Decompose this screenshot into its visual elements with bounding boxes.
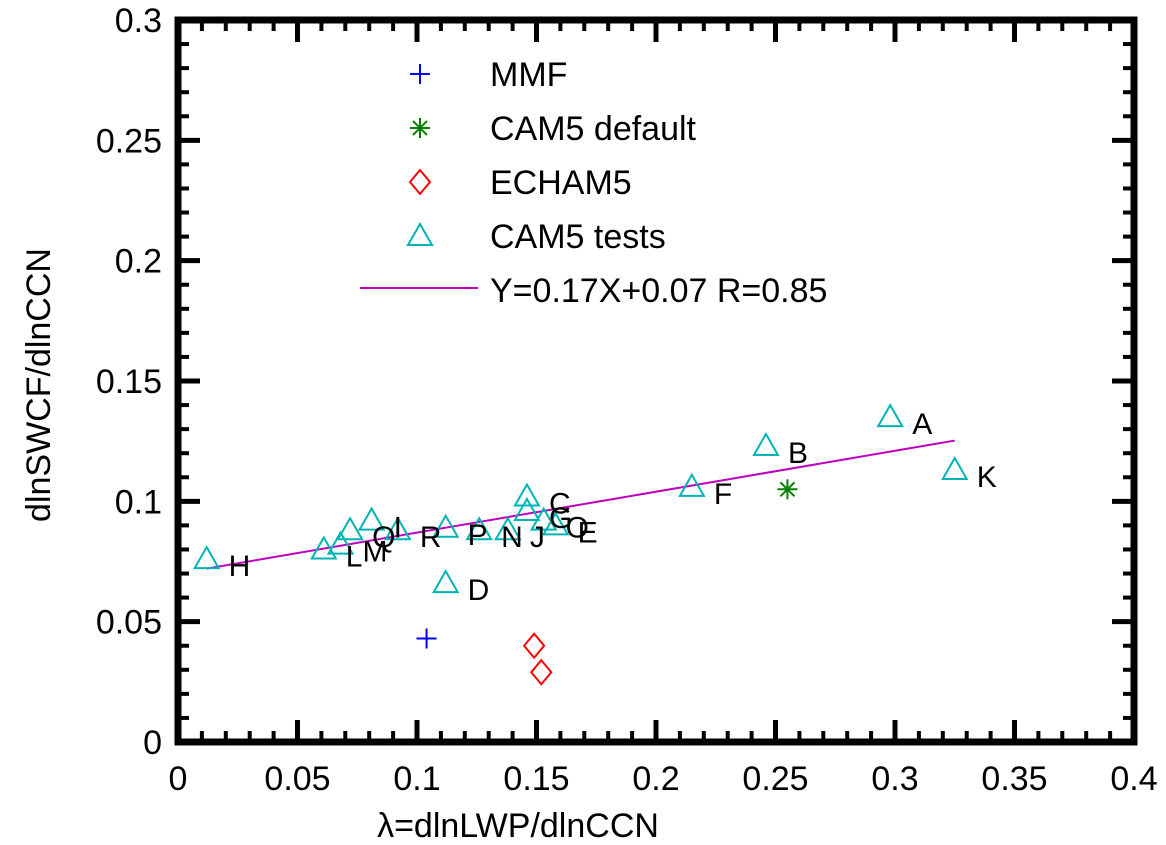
legend-entry: MMF bbox=[410, 56, 567, 94]
x-tick-label: 0.25 bbox=[742, 760, 808, 798]
legend-marker bbox=[406, 221, 434, 246]
tick-labels-layer: 0 0.05 0.1 0.15 0.2 0.25 0.3 0.35 0.4 0 0.05 0.1 0.1… bbox=[96, 2, 1158, 798]
y-tick-label: 0.25 bbox=[96, 122, 162, 160]
y-tick-label: 0 bbox=[143, 724, 162, 762]
y-tick-label: 0.15 bbox=[96, 363, 162, 401]
data-point bbox=[541, 511, 570, 536]
point-label: M bbox=[363, 536, 388, 569]
data-point bbox=[357, 506, 386, 531]
x-tick-label: 0.15 bbox=[503, 760, 569, 798]
point-labels-layer: A B C D E F G H I J K L M N O P Q R bbox=[229, 408, 997, 607]
legend-entry: ECHAM5 bbox=[408, 164, 632, 202]
data-point bbox=[529, 506, 558, 531]
point-label: B bbox=[788, 437, 808, 470]
legend: MMF CAM5 default ECHAM5 CAM5 tests Y=0.17X+0… bbox=[360, 56, 827, 310]
point-label: O bbox=[566, 512, 589, 545]
data-point bbox=[416, 628, 437, 649]
y-tick-label: 0.2 bbox=[115, 243, 162, 281]
data-point bbox=[876, 403, 904, 428]
data-point bbox=[678, 472, 706, 497]
legend-label: Y=0.17X+0.07 R=0.85 bbox=[490, 272, 827, 310]
data-point bbox=[192, 545, 221, 570]
data-point bbox=[384, 516, 412, 541]
point-label: P bbox=[468, 519, 488, 552]
data-point bbox=[529, 658, 553, 686]
point-label: H bbox=[229, 550, 251, 583]
legend-label: CAM5 default bbox=[490, 110, 697, 148]
fit-line bbox=[206, 439, 955, 570]
y-tick-label: 0.05 bbox=[96, 604, 162, 642]
x-tick-label: 0.2 bbox=[632, 760, 679, 798]
y-axis-title: dlnSWCF/dlnCCN bbox=[20, 248, 58, 522]
data-point bbox=[777, 479, 798, 500]
x-tick-label: 0.1 bbox=[393, 760, 440, 798]
data-point bbox=[431, 569, 460, 594]
data-point bbox=[494, 516, 522, 541]
point-label: K bbox=[977, 461, 997, 494]
ticks-layer bbox=[175, 17, 1137, 745]
legend-marker bbox=[408, 168, 432, 196]
point-label: Q bbox=[372, 521, 395, 554]
point-label: D bbox=[468, 574, 490, 607]
legend-label: CAM5 tests bbox=[490, 218, 666, 256]
legend-label: MMF bbox=[490, 56, 567, 94]
legend-marker bbox=[410, 118, 430, 138]
y-tick-label: 0.3 bbox=[115, 2, 162, 40]
data-point bbox=[431, 513, 460, 538]
data-point bbox=[522, 632, 546, 660]
data-point bbox=[513, 482, 541, 507]
legend-entry: CAM5 default bbox=[410, 110, 697, 148]
legend-entry: Y=0.17X+0.07 R=0.85 bbox=[360, 272, 827, 310]
y-tick-label: 0.1 bbox=[115, 483, 162, 521]
data-point bbox=[336, 516, 364, 541]
legend-label: ECHAM5 bbox=[490, 164, 632, 202]
data-point bbox=[310, 535, 338, 560]
point-label: N bbox=[501, 521, 523, 554]
point-label: F bbox=[714, 478, 732, 511]
point-label: G bbox=[549, 502, 572, 535]
point-label: R bbox=[420, 521, 442, 554]
x-tick-label: 0.4 bbox=[1110, 760, 1157, 798]
data-point bbox=[513, 496, 541, 521]
points-layer bbox=[192, 403, 969, 686]
point-label: I bbox=[394, 512, 402, 545]
data-point bbox=[326, 530, 355, 555]
data-point bbox=[752, 431, 780, 456]
fit-line-layer bbox=[206, 439, 955, 570]
point-label: A bbox=[912, 408, 932, 441]
x-axis-title: λ=dlnLWP/dlnCCN bbox=[377, 807, 659, 845]
x-tick-label: 0.3 bbox=[871, 760, 918, 798]
data-point bbox=[465, 516, 493, 541]
point-label: J bbox=[530, 521, 545, 554]
x-tick-label: 0 bbox=[169, 760, 188, 798]
point-label: E bbox=[578, 516, 598, 549]
point-label: L bbox=[346, 540, 363, 573]
legend-marker bbox=[410, 64, 430, 84]
x-tick-label: 0.05 bbox=[264, 760, 330, 798]
point-label: C bbox=[549, 488, 571, 521]
x-tick-label: 0.35 bbox=[981, 760, 1047, 798]
data-point bbox=[941, 456, 969, 481]
legend-entry: CAM5 tests bbox=[406, 218, 666, 256]
